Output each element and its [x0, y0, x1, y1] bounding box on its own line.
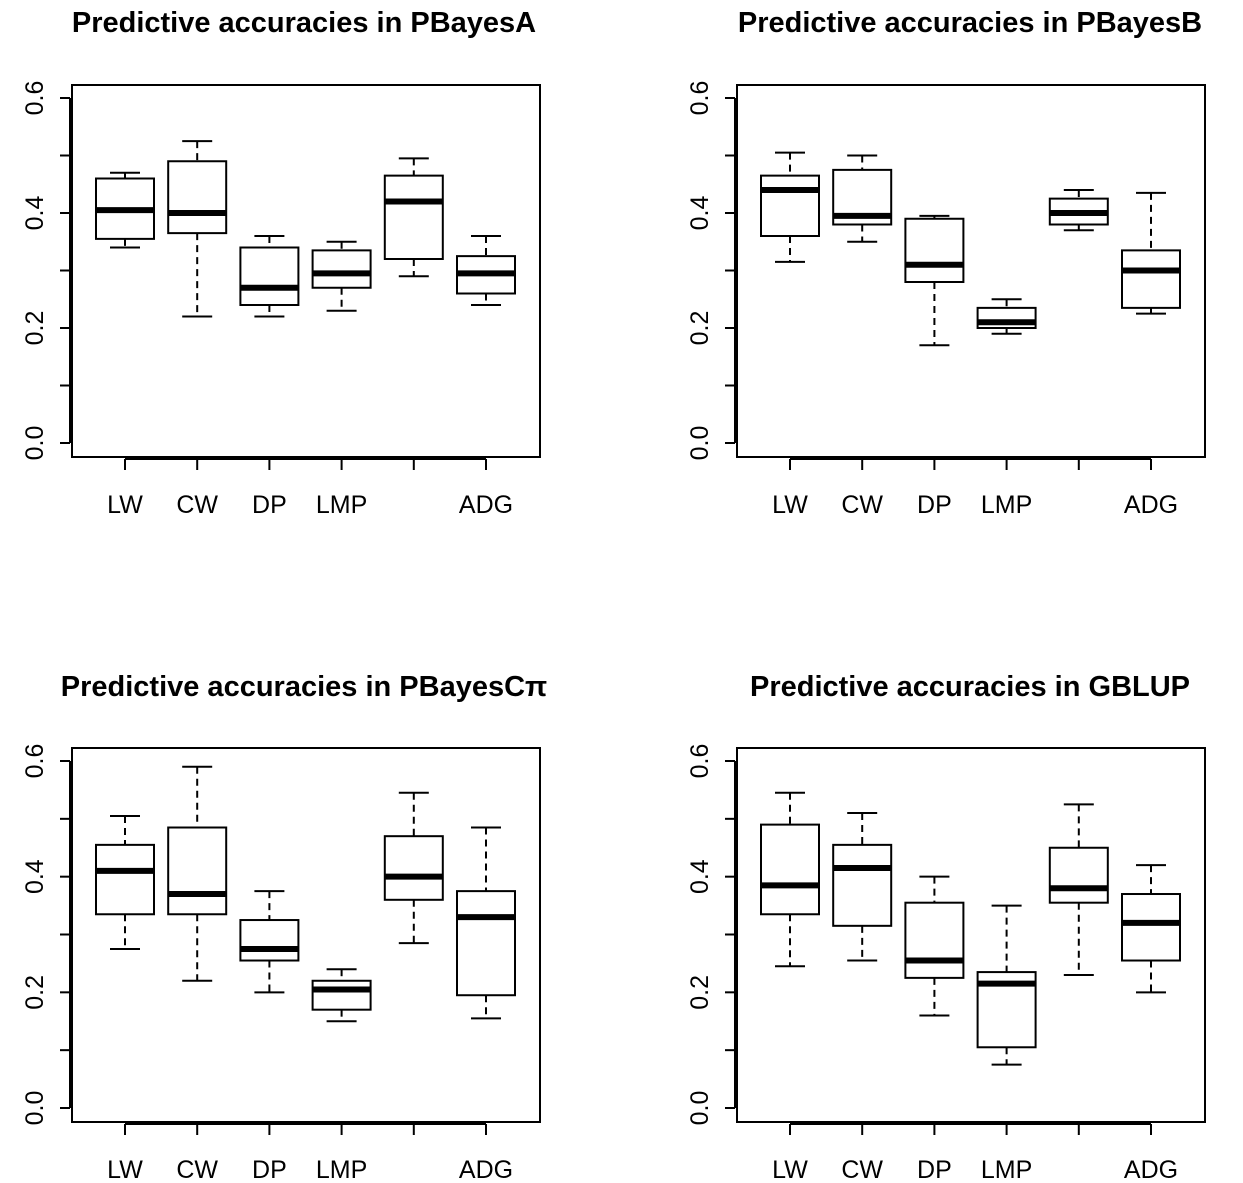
plot-frame — [736, 84, 1206, 458]
x-tick-label: ADG — [459, 1156, 513, 1183]
x-tick-label: LW — [772, 1156, 808, 1183]
x-tick-label: LMP — [316, 1156, 367, 1183]
y-tick-label: 0.0 — [686, 426, 714, 461]
x-tick-label: DP — [917, 491, 952, 519]
plot-frame — [736, 747, 1206, 1123]
x-tick-label: LW — [772, 491, 808, 519]
iqr-box — [167, 160, 228, 235]
y-tick-label: 0.6 — [686, 81, 714, 116]
x-tick-label: ADG — [459, 491, 513, 519]
box-unlabeled-4 — [1048, 803, 1109, 976]
box-unlabeled-4 — [383, 157, 444, 278]
y-tick-label: 0.6 — [21, 81, 49, 116]
box-adg — [456, 235, 516, 306]
y-tick-label: 0.6 — [21, 744, 49, 779]
y-tick-label: 0.0 — [686, 1091, 714, 1126]
chart-title: Predictive accuracies in PBayesB — [738, 7, 1202, 39]
box-lmp — [311, 240, 372, 312]
iqr-box — [167, 826, 228, 916]
box-adg — [456, 826, 516, 1020]
iqr-box — [311, 249, 372, 289]
x-tick-label: LMP — [981, 491, 1032, 519]
y-tick-label: 0.2 — [21, 975, 49, 1010]
iqr-box — [904, 217, 965, 283]
box-lw — [95, 814, 155, 950]
box-lw — [760, 791, 820, 968]
y-tick-label: 0.6 — [686, 744, 714, 779]
x-tick-label: ADG — [1124, 1156, 1178, 1183]
y-tick-label: 0.2 — [21, 311, 49, 346]
plot-frame — [71, 84, 541, 458]
box-cw — [832, 154, 893, 243]
y-tick-label: 0.2 — [686, 311, 714, 346]
x-tick-label: DP — [917, 1156, 952, 1183]
box-lmp — [976, 904, 1037, 1066]
iqr-box — [383, 835, 444, 901]
box-dp — [904, 214, 965, 347]
iqr-box — [904, 901, 965, 979]
plot-frame — [71, 747, 541, 1123]
x-tick-label: LW — [107, 1156, 143, 1183]
iqr-box — [760, 174, 820, 237]
box-dp — [904, 875, 965, 1017]
y-tick-label: 0.0 — [21, 1091, 49, 1126]
x-tick-label: CW — [176, 1156, 218, 1183]
box-lw — [760, 151, 820, 263]
chart-title: Predictive accuracies in GBLUP — [750, 671, 1190, 703]
box-unlabeled-4 — [1048, 189, 1109, 232]
box-lmp — [311, 968, 372, 1023]
x-tick-label: LW — [107, 491, 143, 519]
y-tick-label: 0.4 — [21, 859, 49, 894]
box-cw — [167, 765, 228, 982]
iqr-box — [239, 246, 300, 306]
box-dp — [239, 890, 300, 994]
box-cw — [832, 812, 893, 962]
boxplot-panel-4: Predictive accuracies in GBLUP 0.0 0.2 0.4 0… — [686, 671, 1206, 1183]
box-cw — [167, 140, 228, 318]
iqr-box — [760, 823, 820, 916]
box-dp — [239, 235, 300, 318]
box-lmp — [976, 298, 1037, 335]
box-unlabeled-4 — [383, 791, 444, 945]
iqr-box — [1121, 249, 1181, 309]
x-tick-label: LMP — [316, 491, 367, 519]
chart-title: Predictive accuracies in PBayesCπ — [61, 671, 547, 703]
x-tick-label: CW — [176, 491, 218, 519]
iqr-box — [311, 979, 372, 1011]
x-tick-label: CW — [841, 491, 883, 519]
iqr-box — [1048, 846, 1109, 904]
y-tick-label: 0.4 — [686, 859, 714, 894]
iqr-box — [95, 843, 155, 916]
boxplot-panel-1: Predictive accuracies in PBayesA 0.0 0.2 0.… — [21, 7, 541, 519]
box-adg — [1121, 864, 1181, 994]
x-tick-label: ADG — [1124, 491, 1178, 519]
y-tick-label: 0.4 — [686, 196, 714, 231]
iqr-box — [1121, 893, 1181, 962]
y-tick-label: 0.2 — [686, 975, 714, 1010]
x-tick-label: DP — [252, 491, 287, 519]
x-tick-label: CW — [841, 1156, 883, 1183]
x-tick-label: LMP — [981, 1156, 1032, 1183]
chart-title: Predictive accuracies in PBayesA — [72, 7, 536, 39]
boxplot-panel-2: Predictive accuracies in PBayesB 0.0 0.2 0.… — [686, 7, 1206, 519]
y-tick-label: 0.0 — [21, 426, 49, 461]
iqr-box — [832, 843, 893, 927]
boxplot-panel-3: Predictive accuracies in PBayesCπ 0.0 0.2 0… — [21, 671, 547, 1183]
y-tick-label: 0.4 — [21, 196, 49, 231]
iqr-box — [456, 890, 516, 997]
iqr-box — [239, 919, 300, 962]
box-lw — [95, 171, 155, 249]
iqr-box — [383, 174, 444, 260]
box-adg — [1121, 191, 1181, 315]
x-tick-label: DP — [252, 1156, 287, 1183]
